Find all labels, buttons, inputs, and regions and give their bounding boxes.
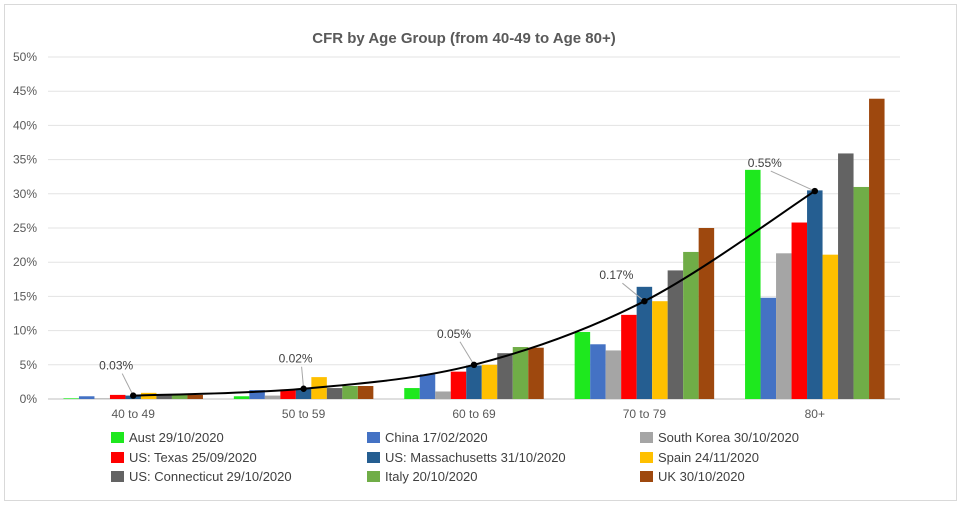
chart-title: CFR by Age Group (from 40-49 to Age 80+) (312, 30, 616, 47)
annotation-leader (770, 170, 816, 192)
bar (621, 314, 637, 399)
bar (404, 388, 420, 399)
trend-label: 0.05% (437, 327, 471, 341)
y-tick-label: 45% (13, 84, 37, 98)
trend-point (641, 297, 648, 305)
bar (435, 391, 451, 399)
legend-swatch (367, 471, 380, 482)
bar (295, 388, 312, 399)
legend-swatch (111, 471, 124, 482)
y-tick-label: 30% (13, 187, 37, 201)
y-tick-label: 15% (13, 289, 37, 303)
bar (419, 374, 436, 399)
legend: Aust 29/10/2020 China 17/02/2020 South Kor… (111, 430, 799, 484)
bar (497, 353, 513, 399)
bar (264, 395, 281, 399)
bar (512, 347, 529, 399)
bar (869, 98, 885, 399)
legend-swatch (640, 471, 653, 482)
legend-swatch (111, 432, 124, 443)
x-tick-label: 60 to 69 (452, 407, 496, 421)
x-tick-label: 70 to 79 (623, 407, 667, 421)
annotation-leader (301, 366, 305, 389)
bar (94, 398, 110, 399)
bar (249, 390, 265, 399)
trend-point (811, 187, 818, 195)
annotation-leader (622, 282, 645, 302)
trend-point (300, 385, 307, 392)
bar (636, 286, 653, 399)
legend-swatch (367, 432, 380, 443)
y-tick-label: 25% (13, 221, 37, 235)
trend-label: 0.02% (279, 352, 313, 366)
bar (807, 190, 823, 399)
legend-label: US: Massachusetts 31/10/2020 (385, 450, 566, 465)
trend-label: 0.55% (748, 156, 782, 170)
legend-label: US: Connecticut 29/10/2020 (129, 469, 292, 484)
y-tick-label: 0% (20, 392, 38, 406)
y-tick-label: 5% (20, 358, 38, 372)
annotation-leader (121, 373, 134, 396)
bar (450, 371, 467, 399)
y-tick-label: 10% (13, 324, 37, 338)
bar (156, 394, 172, 399)
legend-swatch (640, 452, 653, 463)
legend-label: US: Texas 25/09/2020 (129, 450, 257, 465)
bar (698, 228, 715, 399)
y-tick-label: 35% (13, 153, 37, 167)
bar (776, 253, 792, 399)
legend-swatch (111, 452, 124, 463)
bar (590, 344, 606, 399)
bar (326, 388, 343, 399)
x-tick-label: 80+ (805, 407, 825, 421)
y-tick-label: 20% (13, 255, 37, 269)
x-axis-ticks: 40 to 49 50 to 59 60 to 69 70 to 79 80+ (112, 407, 825, 421)
bar (791, 222, 808, 399)
x-tick-label: 40 to 49 (112, 407, 156, 421)
bars (63, 98, 885, 399)
bar (233, 396, 250, 399)
bar (466, 365, 482, 399)
bar (280, 389, 296, 399)
trend-point (130, 392, 137, 399)
bar (667, 270, 684, 399)
bar (853, 186, 870, 399)
legend-label: UK 30/10/2020 (658, 469, 745, 484)
bar (78, 396, 95, 399)
legend-label: China 17/02/2020 (385, 430, 488, 445)
bar (652, 301, 668, 399)
annotation-leader (459, 341, 475, 366)
trend-label: 0.03% (99, 359, 133, 373)
bar (838, 153, 854, 399)
bar (528, 347, 544, 399)
bar (187, 394, 203, 399)
chart-frame (4, 4, 957, 501)
bar (342, 386, 358, 399)
legend-label: Aust 29/10/2020 (129, 430, 224, 445)
bar (109, 394, 126, 399)
bar (481, 364, 498, 399)
bar (171, 394, 188, 399)
bar (63, 398, 79, 399)
y-tick-label: 40% (13, 118, 37, 132)
bar (605, 350, 622, 399)
legend-label: South Korea 30/10/2020 (658, 430, 799, 445)
trend-line: 0.03% 0.02% 0.05% 0.17% 0.55% (99, 156, 818, 399)
legend-label: Italy 20/10/2020 (385, 469, 478, 484)
legend-swatch (367, 452, 380, 463)
bar (574, 331, 591, 399)
bar (745, 169, 761, 399)
trend-label: 0.17% (599, 268, 633, 282)
bar (822, 254, 839, 399)
legend-swatch (640, 432, 653, 443)
y-axis-ticks: 0% 5% 10% 15% 20% 25% 30% 35% 40% 45% 50% (13, 50, 37, 406)
y-tick-label: 50% (13, 50, 37, 64)
bar (357, 386, 374, 399)
x-tick-label: 50 to 59 (282, 407, 326, 421)
trend-point (470, 361, 478, 368)
bar (760, 297, 777, 399)
bar (683, 251, 699, 399)
legend-label: Spain 24/11/2020 (658, 450, 759, 465)
